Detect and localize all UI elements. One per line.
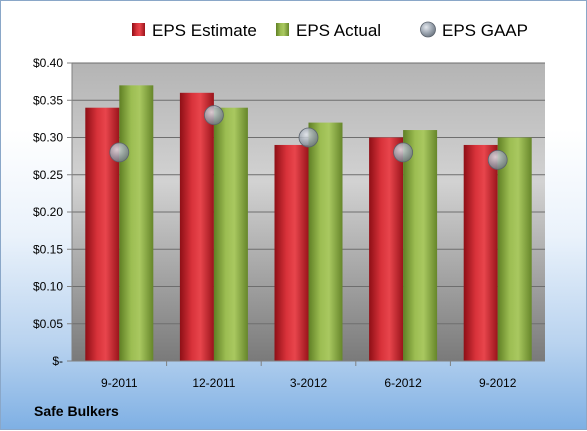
legend: EPS Estimate EPS Actual EPS GAAP [132,21,528,40]
x-tick-label: 12-2011 [192,376,235,390]
legend-label: EPS Actual [296,21,381,40]
y-tick-label: $0.10 [33,280,63,294]
y-tick-label: $0.35 [33,93,63,107]
point-eps-gaap [487,149,508,170]
y-tick-label: $0.15 [33,242,63,256]
y-tick-label: $0.20 [33,205,63,219]
bar-eps-actual [308,122,343,361]
gaap-points [109,105,508,170]
point-eps-gaap [203,105,224,126]
bar-eps-estimate [274,144,309,361]
x-tick-label: 9-2011 [101,376,138,390]
legend-label: EPS GAAP [442,21,528,40]
bar-eps-actual [119,85,154,361]
y-tick-label: $0.30 [33,131,63,145]
y-tick-label: $0.05 [33,317,63,331]
y-tick-label: $0.40 [33,56,63,70]
legend-label: EPS Estimate [152,21,257,40]
point-eps-gaap [393,142,414,163]
bars [85,85,532,362]
bar-eps-estimate [369,137,404,361]
y-axis: $- $0.05 $0.10 $0.15 $0.20 $0.25 $0.30 $0.35 $0.… [33,56,73,368]
point-eps-gaap [298,127,319,148]
point-eps-gaap [109,142,130,163]
company-label: Safe Bulkers [34,403,119,419]
legend-swatch [276,23,289,36]
x-axis: 9-2011 12-2011 3-2012 6-2012 9-2012 [72,360,545,390]
bar-eps-estimate [463,144,498,361]
legend-swatch [132,23,145,36]
x-tick-label: 6-2012 [384,376,422,390]
bar-eps-actual [497,137,532,361]
legend-swatch [420,21,436,38]
bar-eps-estimate [179,92,214,362]
x-tick-label: 9-2012 [479,376,517,390]
y-tick-label: $0.25 [33,168,63,182]
x-tick-label: 3-2012 [290,376,328,390]
y-tick-label: $- [52,354,63,368]
bar-eps-actual [213,107,248,361]
bar-eps-actual [403,130,438,361]
